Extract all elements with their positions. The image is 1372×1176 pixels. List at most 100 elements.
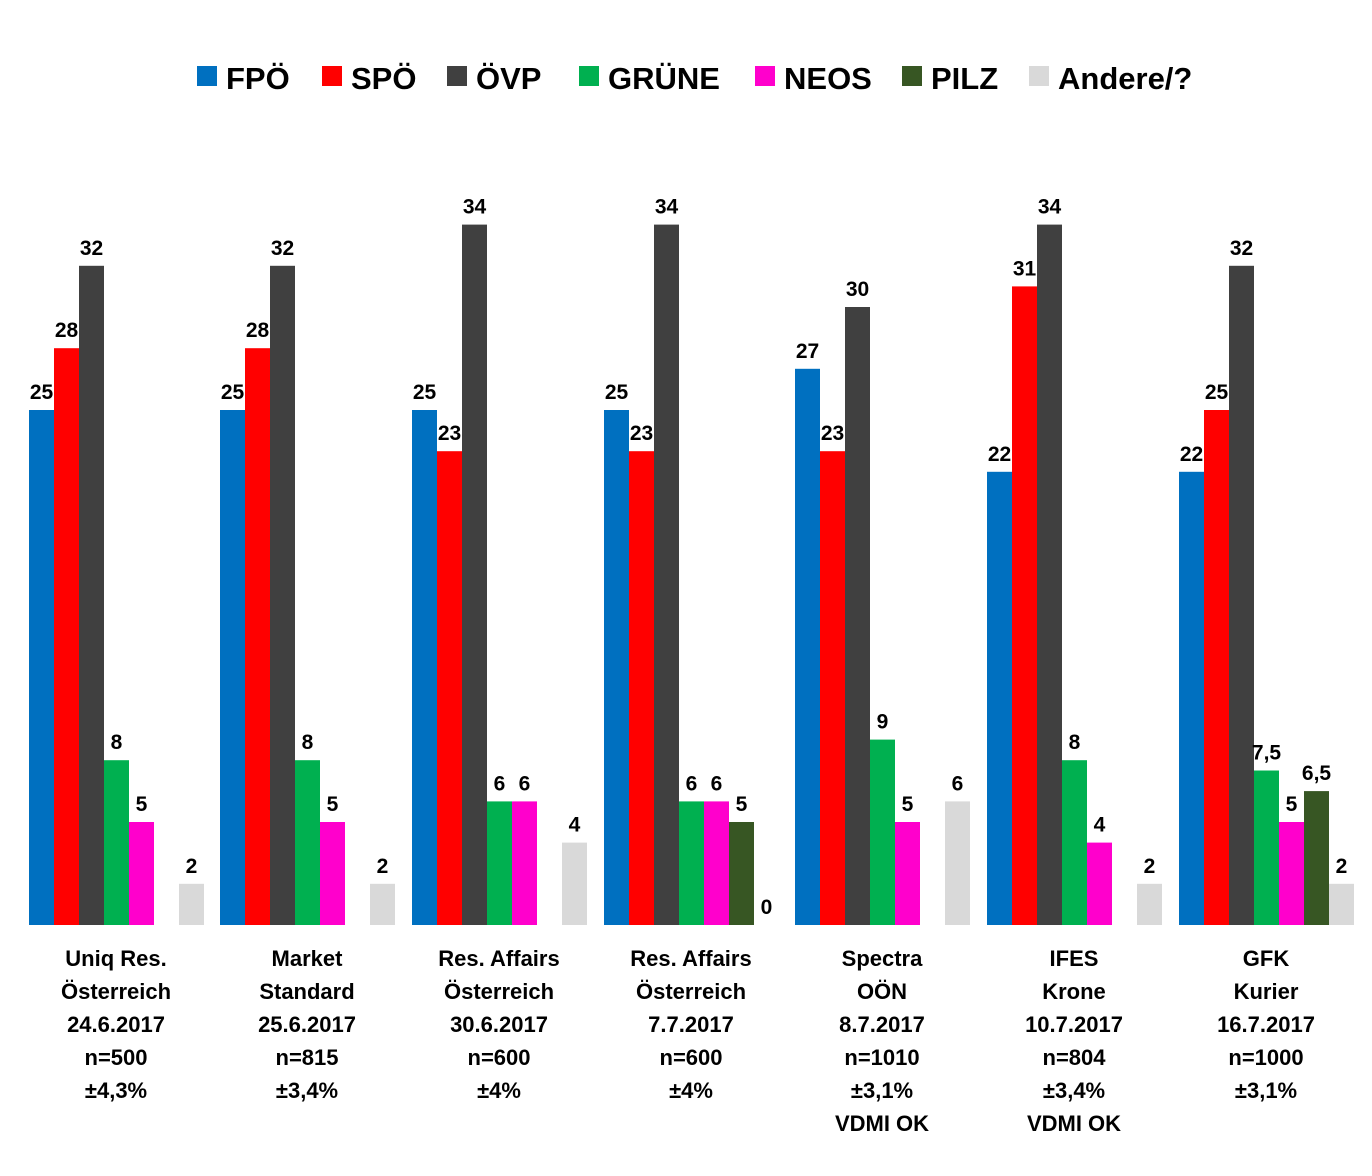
bar-ovp-2 [270,265,295,925]
category-label-line: n=500 [85,1045,148,1070]
data-label-andere-6: 2 [1144,855,1156,878]
bar-ovp-1 [79,265,104,925]
data-label-fpo-1: 25 [30,381,54,404]
bar-ovp-4 [654,224,679,926]
category-label-line: Österreich [444,979,554,1004]
category-label-line: VDMI OK [1027,1111,1121,1136]
category-label-line: 24.6.2017 [67,1012,165,1037]
category-label-line: n=1000 [1228,1045,1303,1070]
bar-neos-4 [704,801,729,925]
data-label-grune-2: 8 [302,731,314,754]
bar-fpo-1 [29,410,54,925]
bar-andere-3 [562,842,587,925]
data-label-pilz-7: 6,5 [1302,762,1332,785]
legend-item-grune: GRÜNE [579,61,720,96]
legend-label-ovp: ÖVP [476,61,541,96]
data-label-ovp-7: 32 [1230,237,1253,260]
category-label-line: ±4,3% [85,1078,147,1103]
bar-grune-7 [1254,770,1279,925]
category-label-line: n=1010 [844,1045,919,1070]
category-label-line: Spectra [842,946,923,971]
category-label-5: Spectra OÖN 8.7.2017 n=1010 ±3,1% VDMI OK [835,946,929,1136]
category-label-6: IFES Krone 10.7.2017 n=804 ±3,4% VDMI OK [1025,946,1123,1136]
category-label-line: ±4% [477,1078,521,1103]
data-label-grune-1: 8 [111,731,123,754]
data-label-andere-4: 0 [761,896,773,919]
data-label-andere-3: 4 [569,814,581,837]
category-label-line: GFK [1243,946,1290,971]
category-label-line: ±3,4% [1043,1078,1105,1103]
legend-swatch-fpo [197,66,217,86]
category-label-line: Standard [259,979,354,1004]
bar-spo-6 [1012,286,1037,925]
bar-grune-5 [870,739,895,925]
data-label-andere-2: 2 [377,855,389,878]
data-label-grune-4: 6 [686,772,698,795]
legend-label-spo: SPÖ [351,61,416,96]
bar-grune-6 [1062,760,1087,925]
bar-spo-5 [820,451,845,925]
bar-grune-3 [487,801,512,925]
legend-item-neos: NEOS [755,61,872,96]
category-label-line: Krone [1042,979,1106,1004]
category-label-line: 10.7.2017 [1025,1012,1123,1037]
data-label-neos-2: 5 [327,793,339,816]
data-label-ovp-1: 32 [80,237,103,260]
category-label-line: Res. Affairs [438,946,559,971]
legend-swatch-pilz [902,66,922,86]
bar-neos-3 [512,801,537,925]
category-label-line: n=804 [1043,1045,1107,1070]
bar-fpo-7 [1179,471,1204,925]
category-label-7: GFK Kurier 16.7.2017 n=1000 ±3,1% [1217,946,1315,1103]
bar-fpo-2 [220,410,245,925]
data-label-grune-3: 6 [494,772,506,795]
category-label-line: VDMI OK [835,1111,929,1136]
data-label-fpo-4: 25 [605,381,629,404]
category-label-line: Österreich [61,979,171,1004]
bar-neos-1 [129,822,154,925]
data-label-spo-2: 28 [246,319,270,342]
bar-ovp-6 [1037,224,1062,926]
data-label-spo-7: 25 [1205,381,1229,404]
bar-grune-1 [104,760,129,925]
category-label-line: n=600 [660,1045,723,1070]
category-label-line: n=815 [276,1045,339,1070]
category-label-line: 16.7.2017 [1217,1012,1315,1037]
category-label-2: Market Standard 25.6.2017 n=815 ±3,4% [258,946,356,1103]
data-label-neos-3: 6 [519,772,531,795]
data-label-andere-1: 2 [186,855,198,878]
legend-swatch-andere [1029,66,1049,86]
legend-item-ovp: ÖVP [447,61,541,96]
bar-neos-6 [1087,842,1112,925]
data-label-fpo-3: 25 [413,381,437,404]
data-label-spo-5: 23 [821,422,844,445]
data-label-neos-7: 5 [1286,793,1298,816]
legend-label-grune: GRÜNE [608,61,720,96]
category-label-line: 7.7.2017 [648,1012,734,1037]
category-label-line: ±3,1% [851,1078,913,1103]
data-label-spo-1: 28 [55,319,79,342]
data-label-spo-4: 23 [630,422,653,445]
category-label-line: Res. Affairs [630,946,751,971]
bar-grune-4 [679,801,704,925]
data-label-ovp-3: 34 [463,196,487,219]
data-label-andere-7: 2 [1336,855,1348,878]
legend-label-fpo: FPÖ [226,61,290,96]
data-label-neos-1: 5 [136,793,148,816]
bar-neos-5 [895,822,920,925]
legend-item-pilz: PILZ [902,61,998,96]
bar-spo-3 [437,451,462,925]
data-label-ovp-5: 30 [846,278,869,301]
bar-fpo-5 [795,368,820,925]
data-label-ovp-2: 32 [271,237,294,260]
category-label-line: IFES [1050,946,1099,971]
category-label-line: Market [272,946,344,971]
legend-item-spo: SPÖ [322,61,416,96]
legend-swatch-spo [322,66,342,86]
legend-item-fpo: FPÖ [197,61,290,96]
data-label-pilz-4: 5 [736,793,748,816]
data-label-grune-5: 9 [877,711,889,734]
data-label-neos-6: 4 [1094,814,1106,837]
bar-andere-1 [179,883,204,925]
